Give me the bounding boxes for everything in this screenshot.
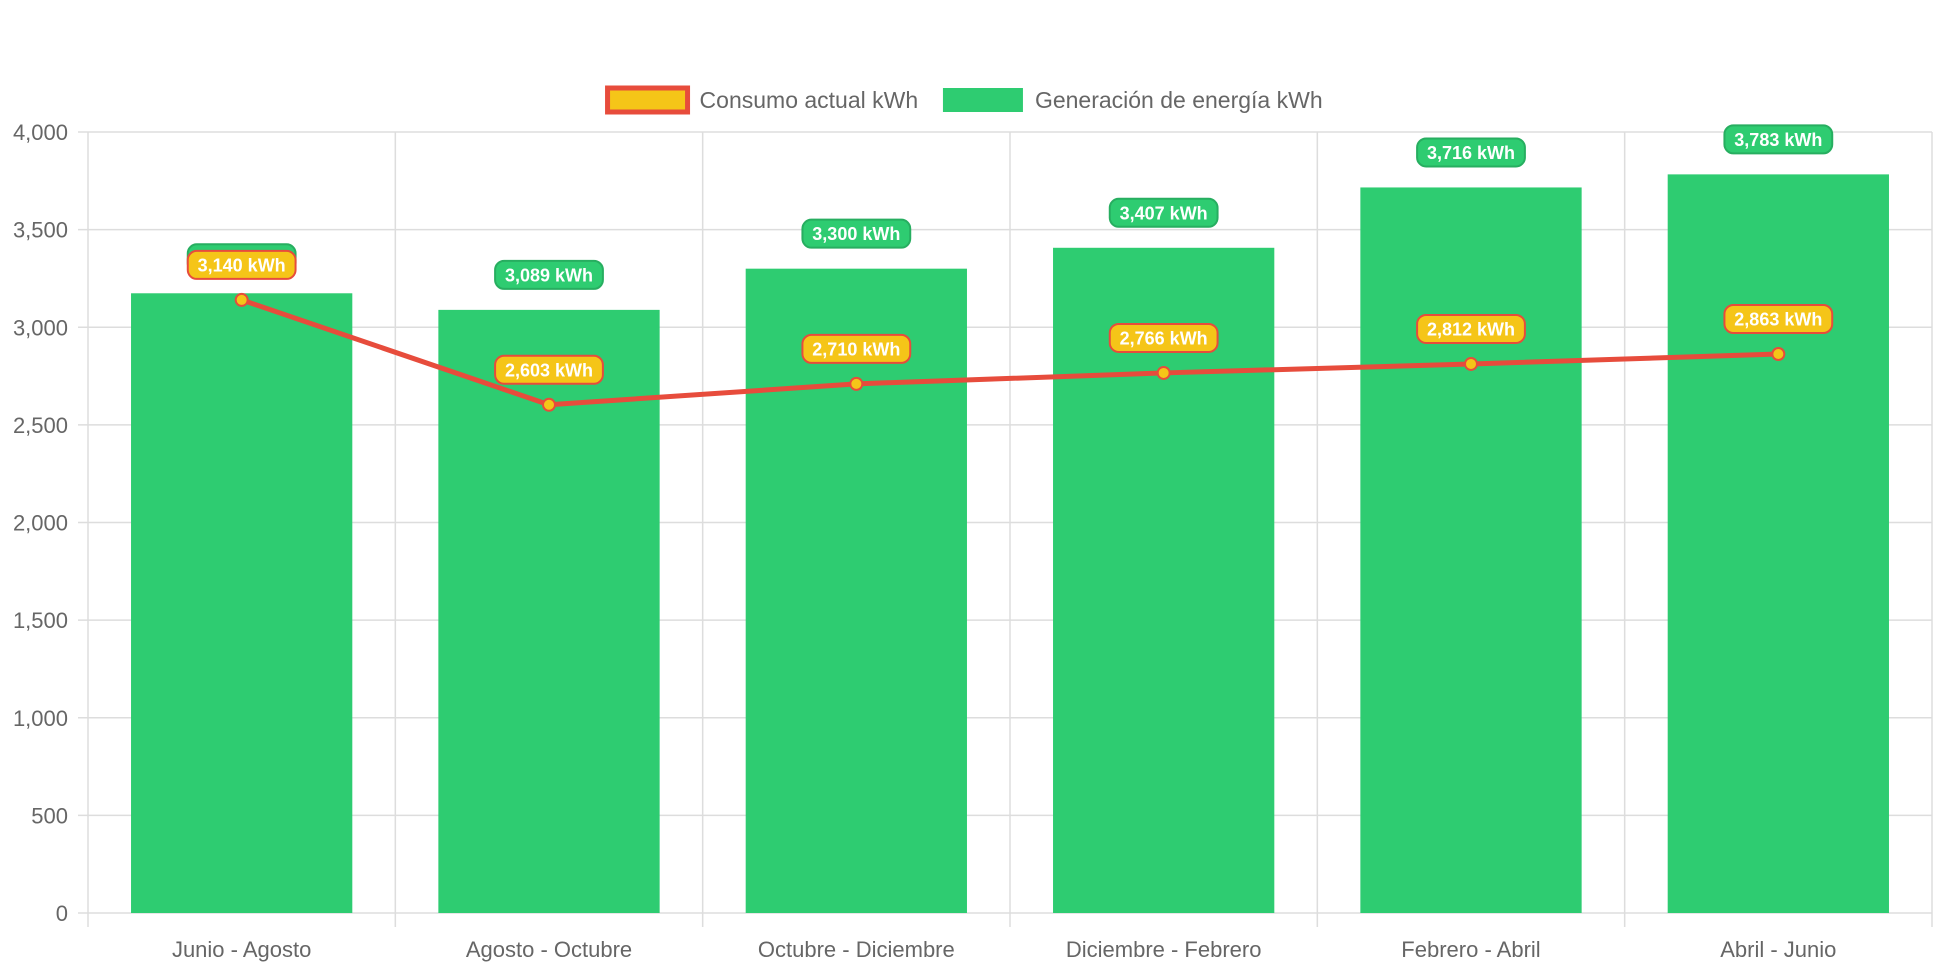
y-tick-label: 0	[56, 901, 68, 926]
bar-data-label: 3,783 kWh	[1723, 124, 1834, 155]
y-tick-label: 1,000	[13, 706, 68, 731]
line-point	[849, 376, 864, 391]
bar	[745, 268, 967, 913]
x-tick-label: Diciembre - Febrero	[1066, 937, 1262, 962]
x-tick-label: Febrero - Abril	[1401, 937, 1540, 962]
line-point	[542, 397, 556, 412]
line-point	[234, 292, 249, 307]
legend-swatch	[942, 88, 1023, 112]
bar-series-generacion	[131, 174, 1889, 914]
line-series-consumo	[234, 292, 1786, 412]
y-tick-label: 2,000	[13, 511, 68, 536]
data-label-box	[494, 354, 604, 385]
x-tick-label: Agosto - Octubre	[466, 937, 632, 962]
legend-item: Consumo actual kWh	[605, 85, 919, 115]
legend: Consumo actual kWh Generación de energía …	[605, 85, 1323, 115]
line-point	[1771, 346, 1786, 361]
data-label-box	[1416, 313, 1526, 344]
x-axis: Junio - Agosto Agosto - Octubre Octubre - …	[172, 937, 1836, 962]
line-point	[1464, 356, 1478, 371]
line-data-label: 2,603 kWh	[494, 354, 604, 385]
data-label-text: 2,812 kWh	[1427, 319, 1515, 339]
legend-label: Consumo actual kWh	[700, 87, 919, 113]
data-label-text: 3,783 kWh	[1734, 130, 1822, 150]
data-label-text: 3,300 kWh	[812, 224, 900, 244]
bar-data-label: 3,089 kWh	[494, 259, 604, 290]
y-tick-label: 1,500	[13, 608, 68, 633]
data-label-text: 2,710 kWh	[812, 339, 900, 359]
line-point	[1156, 365, 1171, 380]
data-label-box	[801, 333, 912, 364]
bar	[131, 293, 353, 913]
legend-swatch	[605, 85, 691, 115]
y-tick-label: 3,500	[13, 218, 68, 243]
bar-data-label: 3,300 kWh	[801, 218, 912, 249]
data-label-text: 3,140 kWh	[198, 255, 286, 275]
bar-data-label: 3,407 kWh	[1108, 197, 1219, 228]
grid-lines	[78, 131, 1933, 927]
legend-item: Generación de energía kWh	[942, 87, 1323, 113]
data-label-box	[1723, 303, 1834, 334]
consumption-line	[240, 297, 1779, 408]
line-data-label: 2,766 kWh	[1108, 322, 1219, 353]
data-label-box	[1416, 137, 1526, 168]
data-label-text: 2,603 kWh	[505, 360, 593, 380]
data-label-text: 2,766 kWh	[1120, 328, 1208, 348]
data-label-box	[1108, 322, 1219, 353]
bar	[1667, 174, 1889, 913]
x-tick-label: Abril - Junio	[1720, 937, 1836, 962]
data-label-box	[1108, 197, 1219, 228]
y-tick-label: 2,500	[13, 413, 68, 438]
line-data-label: 2,863 kWh	[1723, 303, 1834, 334]
data-label-text: 2,863 kWh	[1734, 309, 1822, 329]
line-data-label: 2,710 kWh	[801, 333, 912, 364]
bar	[1360, 187, 1582, 914]
data-label-box	[1723, 124, 1834, 155]
bar-data-label: 3,716 kWh	[1416, 137, 1526, 168]
line-data-label: 2,812 kWh	[1416, 313, 1526, 344]
line-data-label: 3,140 kWh	[186, 249, 297, 280]
data-label-text: 3,089 kWh	[505, 265, 593, 285]
y-tick-label: 3,000	[13, 315, 68, 340]
data-label-box	[801, 218, 912, 249]
y-axis: 0 500 1,000 1,500 2,000 2,500 3,000 3,500 4,000	[13, 120, 68, 926]
legend-label: Generación de energía kWh	[1035, 87, 1323, 113]
data-label-box	[494, 259, 604, 290]
x-tick-label: Octubre - Diciembre	[758, 937, 955, 962]
data-label-text: 3,716 kWh	[1427, 143, 1515, 163]
x-tick-label: Junio - Agosto	[172, 937, 311, 962]
data-label-text: 3,407 kWh	[1120, 203, 1208, 223]
bar	[1053, 247, 1275, 913]
y-tick-label: 4,000	[13, 120, 68, 145]
data-label-box	[186, 249, 297, 280]
y-tick-label: 500	[31, 803, 68, 828]
